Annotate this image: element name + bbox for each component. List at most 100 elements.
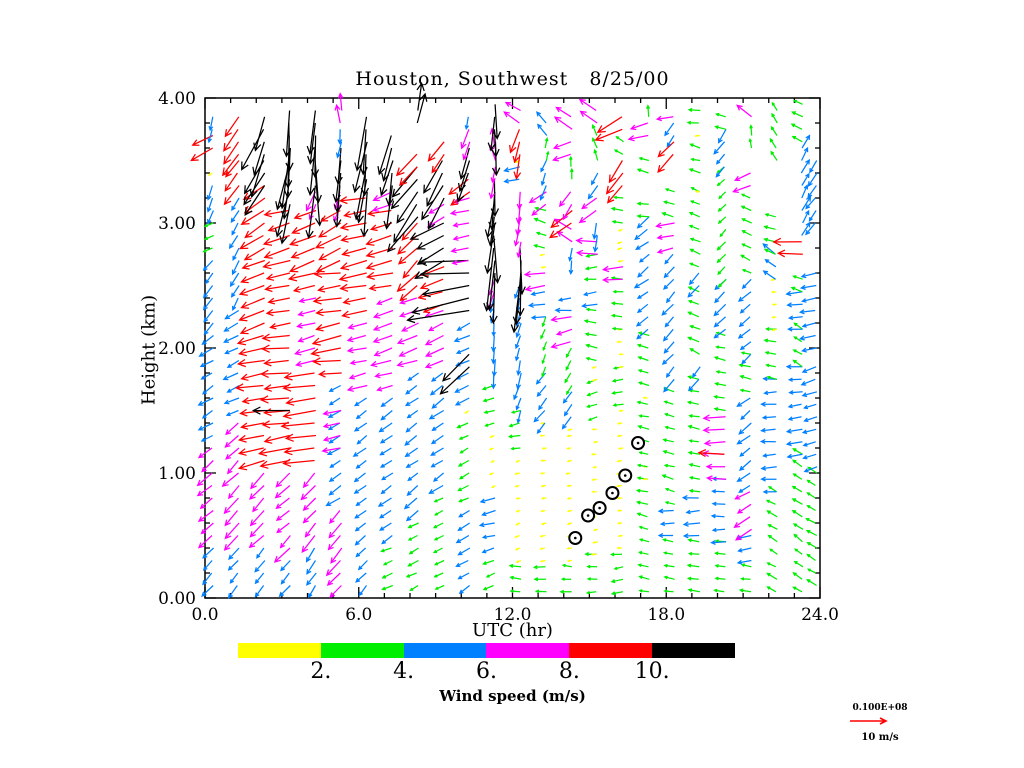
wind-vector xyxy=(434,584,445,590)
wind-vector xyxy=(490,335,497,353)
wind-vector xyxy=(386,216,419,253)
wind-vector xyxy=(424,334,444,346)
wind-vector xyxy=(536,111,547,124)
wind-vector xyxy=(515,459,521,463)
wind-vector xyxy=(688,272,700,286)
wind-vector xyxy=(224,116,240,138)
wind-vector xyxy=(365,271,394,280)
wind-vector xyxy=(531,203,547,216)
wind-vector xyxy=(514,547,521,551)
wind-vector xyxy=(294,347,316,356)
wind-vector xyxy=(328,384,341,392)
wind-vector xyxy=(689,200,701,205)
wind-vector xyxy=(737,547,752,553)
wind-vector xyxy=(606,185,623,204)
wind-vector xyxy=(428,322,444,332)
wind-vector xyxy=(688,488,701,493)
wind-vector xyxy=(592,440,599,444)
wind-vector xyxy=(772,237,802,247)
wind-vector xyxy=(295,359,315,367)
wind-vector xyxy=(527,302,546,308)
wind-vector xyxy=(237,434,265,443)
wind-vector xyxy=(581,197,598,210)
wind-vector xyxy=(329,585,342,599)
wind-vector xyxy=(786,453,803,459)
wind-vector xyxy=(237,459,265,471)
wind-vector xyxy=(541,316,547,328)
wind-vector xyxy=(636,343,649,349)
wind-vector xyxy=(285,122,294,172)
wind-vector xyxy=(540,484,546,488)
wind-vector xyxy=(305,547,316,563)
wind-vector xyxy=(540,328,546,340)
wind-vector xyxy=(689,237,701,243)
wind-vector xyxy=(663,341,675,354)
wind-vector xyxy=(736,559,752,565)
wind-vector xyxy=(378,422,393,433)
wind-vector xyxy=(244,222,265,239)
wind-vector xyxy=(223,128,239,152)
wind-vector xyxy=(278,160,290,210)
wind-vector xyxy=(490,459,495,463)
wind-vector xyxy=(279,204,291,245)
wind-vector xyxy=(807,185,817,199)
wind-vector xyxy=(434,509,444,516)
wind-vector xyxy=(805,529,818,537)
wind-vector xyxy=(800,158,811,174)
wind-vector xyxy=(484,222,496,275)
colorbar-segment-y xyxy=(238,643,321,658)
wind-vector xyxy=(806,553,816,562)
wind-vector xyxy=(190,147,214,162)
wind-vector xyxy=(376,297,393,306)
wind-vector xyxy=(613,195,624,200)
wind-vector xyxy=(510,409,521,414)
wind-vector xyxy=(566,484,572,488)
wind-vector xyxy=(719,228,727,238)
wind-vector xyxy=(686,576,699,581)
wind-vector xyxy=(591,428,598,431)
wind-vector xyxy=(414,259,445,280)
wind-vector xyxy=(802,441,816,447)
wind-vector xyxy=(491,360,497,378)
wind-vector xyxy=(509,129,520,154)
wind-vector xyxy=(431,397,445,409)
wind-vector xyxy=(715,112,726,118)
wind-vector xyxy=(617,259,624,263)
wind-vector xyxy=(666,135,675,148)
wind-vector xyxy=(563,403,573,417)
wind-vector xyxy=(685,509,700,515)
wind-vector xyxy=(238,309,265,322)
wind-vector xyxy=(584,332,597,337)
wind-vector xyxy=(791,498,803,505)
wind-vector xyxy=(694,190,700,193)
wind-vector xyxy=(489,447,494,451)
wind-vector xyxy=(540,496,547,500)
wind-vector xyxy=(616,521,623,525)
wind-vector xyxy=(515,372,522,390)
wind-vector xyxy=(398,166,418,187)
wind-vector xyxy=(510,446,521,451)
wind-vector xyxy=(714,381,727,387)
wind-vector xyxy=(636,303,649,314)
wind-vector xyxy=(197,509,214,523)
wind-vector xyxy=(314,234,342,249)
wind-vector xyxy=(792,586,803,593)
wind-vector xyxy=(800,272,817,279)
wind-vector xyxy=(585,590,597,595)
wind-vector xyxy=(256,547,265,559)
wind-vector xyxy=(432,547,443,554)
wind-vector xyxy=(279,535,291,549)
wind-vector xyxy=(803,466,818,473)
wind-vector xyxy=(346,347,367,354)
wind-vector xyxy=(297,309,316,317)
wind-vector xyxy=(337,129,343,145)
wind-vector xyxy=(304,522,317,538)
wind-vector xyxy=(646,104,651,117)
wind-vector xyxy=(590,452,597,456)
wind-vector xyxy=(457,522,471,532)
wind-vector xyxy=(231,260,240,276)
wind-vector xyxy=(801,195,812,211)
wind-vector xyxy=(302,510,317,524)
wind-vector xyxy=(430,447,444,456)
wind-vector xyxy=(635,241,649,251)
